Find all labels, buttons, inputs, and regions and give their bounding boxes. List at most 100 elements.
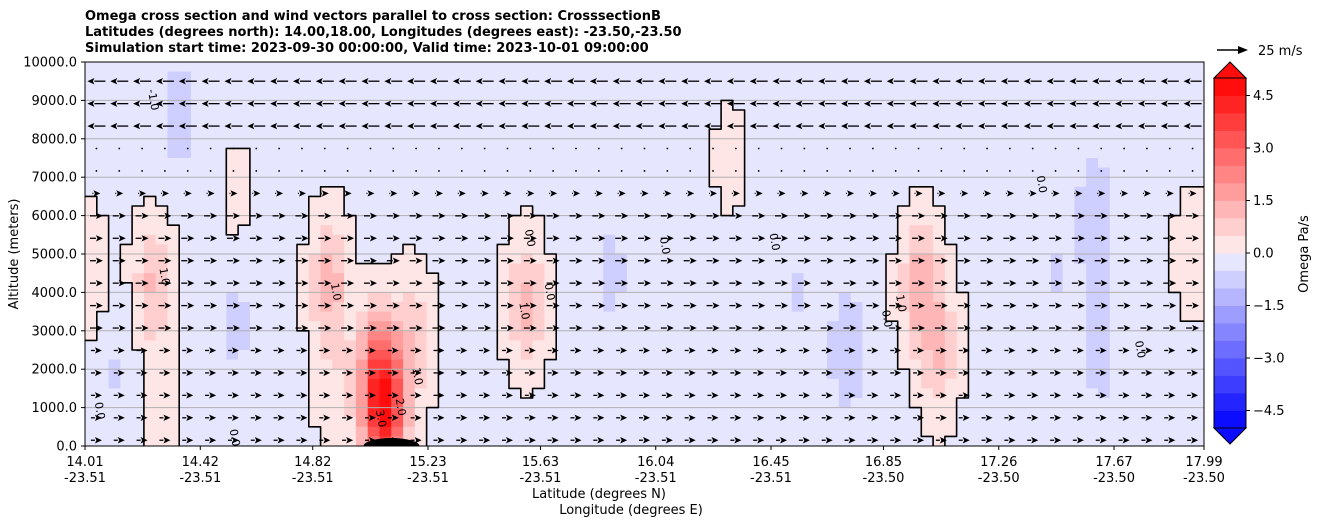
omega-cell <box>120 340 133 351</box>
omega-cell <box>862 263 875 274</box>
wind-vector-head <box>247 122 255 130</box>
omega-cell <box>1003 206 1017 217</box>
wind-vector-head <box>781 212 789 220</box>
omega-cell <box>143 234 157 245</box>
omega-cell <box>261 215 275 226</box>
omega-cell <box>874 234 887 245</box>
omega-cell <box>285 359 298 370</box>
omega-cell <box>956 81 970 92</box>
wind-vector-head <box>712 324 720 332</box>
omega-cell <box>1156 369 1170 380</box>
omega-cell <box>815 311 828 322</box>
omega-cell <box>638 167 651 178</box>
omega-cell <box>509 206 522 217</box>
omega-cell <box>838 81 852 92</box>
omega-cell <box>756 282 769 293</box>
omega-cell <box>179 254 192 265</box>
omega-cell <box>980 129 993 140</box>
wind-vector <box>186 170 189 172</box>
omega-cell <box>1133 263 1146 274</box>
wind-vector-head <box>1008 347 1016 354</box>
omega-cell <box>509 311 522 322</box>
wind-vector-head <box>369 302 377 309</box>
omega-cell <box>249 311 263 322</box>
omega-cell <box>850 138 864 149</box>
omega-cell <box>709 129 722 140</box>
wind-vector-head <box>575 279 583 287</box>
omega-cell <box>874 378 887 389</box>
omega-cell <box>1086 369 1099 380</box>
omega-cell <box>697 110 710 121</box>
omega-cell <box>615 158 628 169</box>
omega-cell <box>520 206 534 217</box>
wind-vector-head <box>415 324 423 332</box>
wind-vector-head <box>978 122 986 130</box>
omega-cell <box>155 81 169 92</box>
omega-cell <box>1039 110 1052 121</box>
omega-cell <box>556 359 569 370</box>
omega-cell <box>579 369 593 380</box>
omega-cell <box>261 244 275 255</box>
omega-cell <box>167 426 180 437</box>
wind-vector-head <box>224 122 232 130</box>
omega-cell <box>1039 129 1052 140</box>
omega-cell <box>980 225 993 236</box>
wind-vector-head <box>644 257 651 264</box>
omega-cell <box>933 167 946 178</box>
omega-cell <box>85 292 98 303</box>
omega-cell <box>779 398 793 409</box>
omega-cell <box>897 407 911 418</box>
omega-cell <box>1003 148 1017 159</box>
omega-cell <box>556 254 569 265</box>
omega-cell <box>96 177 110 188</box>
omega-cell <box>497 369 510 380</box>
wind-vector-head <box>369 257 377 264</box>
omega-cell <box>344 215 357 226</box>
omega-cell <box>1133 129 1146 140</box>
omega-cell <box>532 350 545 361</box>
omega-cell <box>391 244 404 255</box>
omega-cell <box>556 263 569 274</box>
omega-cell <box>143 330 157 341</box>
omega-cell <box>662 158 675 169</box>
omega-cell <box>579 110 593 121</box>
omega-cell <box>756 119 769 130</box>
omega-cell <box>697 398 710 409</box>
omega-cell <box>850 340 864 351</box>
omega-cell <box>885 186 899 197</box>
omega-cell <box>862 302 875 313</box>
omega-cell <box>238 359 251 370</box>
omega-cell <box>1097 186 1111 197</box>
omega-cell <box>579 436 593 446</box>
omega-cell <box>473 330 487 341</box>
omega-cell <box>509 340 522 351</box>
omega-cell <box>308 110 322 121</box>
omega-cell <box>1192 186 1204 197</box>
wind-vector <box>712 170 714 172</box>
omega-cell <box>226 330 239 341</box>
omega-cell <box>426 378 439 389</box>
omega-cell <box>1074 263 1087 274</box>
omega-cell <box>756 196 769 207</box>
omega-cell <box>874 263 887 274</box>
omega-cell <box>461 359 475 370</box>
omega-cell <box>1086 196 1099 207</box>
wind-vector-head <box>407 122 415 130</box>
omega-cell <box>909 407 922 418</box>
wind-vector-head <box>1032 235 1040 242</box>
wind-vector-head <box>1137 122 1145 130</box>
omega-cell <box>709 426 722 437</box>
omega-cell <box>815 263 828 274</box>
wind-vector-head <box>338 100 346 107</box>
omega-cell <box>615 263 628 274</box>
omega-cell <box>191 378 204 389</box>
wind-vector-head <box>572 190 580 197</box>
wind-vector-head <box>795 100 803 107</box>
omega-cell <box>261 321 275 332</box>
omega-cell <box>779 206 793 217</box>
omega-cell <box>249 273 263 284</box>
omega-cell <box>567 254 581 265</box>
omega-cell <box>367 398 381 409</box>
wind-vector-head <box>338 122 346 130</box>
omega-cell <box>520 215 534 226</box>
